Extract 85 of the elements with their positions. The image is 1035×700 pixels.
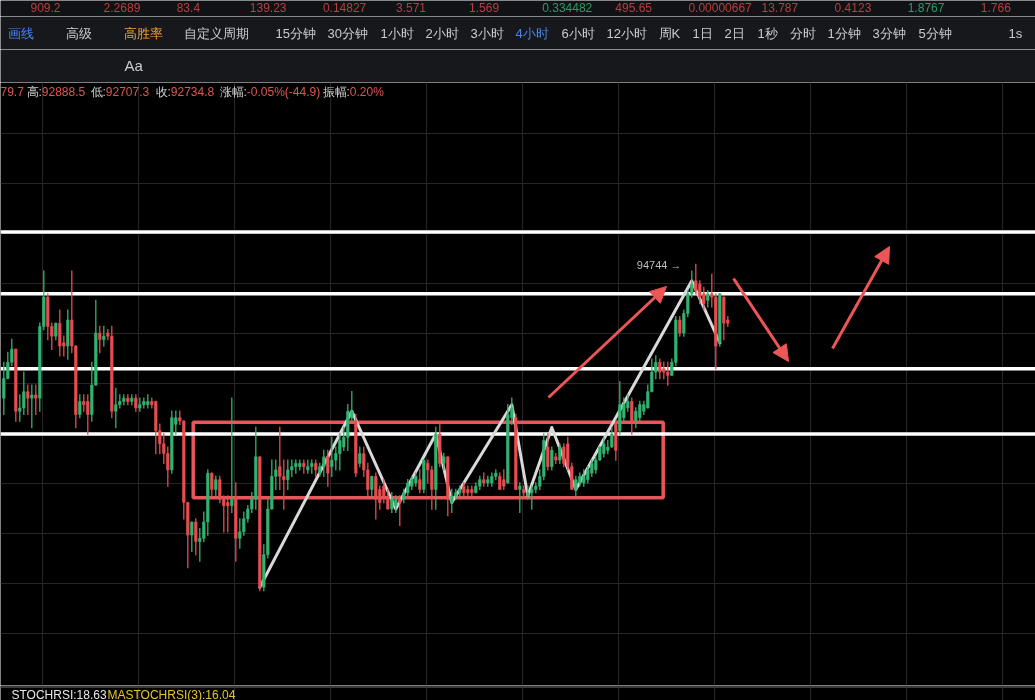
text: 高级 xyxy=(65,26,92,41)
candlestick xyxy=(286,459,290,491)
candlestick xyxy=(78,394,82,419)
candlestick xyxy=(530,485,534,510)
candlestick xyxy=(390,492,394,513)
candlestick xyxy=(574,475,578,497)
candlestick xyxy=(230,397,234,513)
candlestick xyxy=(678,316,682,337)
text: 0.334482 xyxy=(542,1,593,15)
candlestick xyxy=(34,384,38,416)
candlestick xyxy=(610,426,614,448)
text: 495.65 xyxy=(615,1,653,15)
text: 高:92888.5 xyxy=(26,84,86,99)
text: 1s xyxy=(1008,26,1023,41)
candlestick xyxy=(102,325,106,347)
text: 4小时 xyxy=(515,26,549,41)
candlestick xyxy=(358,446,362,468)
text: 高胜率 xyxy=(123,26,163,41)
text: 6小时 xyxy=(561,26,595,41)
candlestick xyxy=(418,469,422,494)
text: 2.2689 xyxy=(103,1,141,15)
text: 0.4123 xyxy=(834,1,872,15)
candlestick xyxy=(638,400,642,422)
candlestick xyxy=(370,475,374,497)
text: 1日 xyxy=(692,26,713,41)
text: 83.4 xyxy=(176,1,201,15)
candlestick xyxy=(30,384,34,429)
text: 1秒 xyxy=(757,26,778,41)
candlestick xyxy=(322,449,326,478)
text: Aa xyxy=(124,57,144,74)
text: 分时 xyxy=(789,26,816,41)
text: 30分钟 xyxy=(327,26,368,41)
text: 画线 xyxy=(7,26,34,41)
text: 3.571 xyxy=(396,1,427,15)
text: 1.8767 xyxy=(907,1,945,15)
candlestick xyxy=(518,482,522,513)
candlestick xyxy=(330,436,334,478)
candlestick xyxy=(98,325,102,354)
candlestick xyxy=(86,394,90,435)
text: 自定义周期 xyxy=(183,26,249,41)
candlestick xyxy=(22,371,26,416)
candlestick xyxy=(214,475,218,497)
text: 5分钟 xyxy=(918,26,952,41)
candlestick xyxy=(194,518,198,556)
candlestick xyxy=(550,446,554,471)
text: 1分钟 xyxy=(827,26,861,41)
text: 3小时 xyxy=(470,26,504,41)
candlestick xyxy=(114,387,118,429)
text: 3分钟 xyxy=(872,26,906,41)
candlestick xyxy=(658,358,662,380)
candlestick xyxy=(502,469,506,491)
candlestick xyxy=(702,286,706,311)
text: 0.14827 xyxy=(322,1,367,15)
text: STOCHRSI:18.63 xyxy=(11,687,107,700)
candlestick xyxy=(58,309,62,357)
text: 139.23 xyxy=(249,1,287,15)
text: 1.569 xyxy=(469,1,500,15)
text: 79.7 xyxy=(0,85,25,99)
text: 13.787 xyxy=(761,1,799,15)
text: 0.00000667 xyxy=(688,1,753,15)
text: 振幅:0.20% xyxy=(322,84,385,99)
candlestick xyxy=(2,361,6,416)
candlestick xyxy=(602,436,606,458)
annotation: 94744 → xyxy=(636,258,682,271)
candlestick xyxy=(166,446,170,487)
candlestick xyxy=(450,488,454,513)
candlestick xyxy=(558,443,562,465)
text: 2小时 xyxy=(425,26,459,41)
text: 涨幅:-0.05%(-44.9) xyxy=(219,84,321,99)
candlestick xyxy=(190,521,194,553)
text: 周K xyxy=(658,26,681,41)
text: 1.766 xyxy=(980,1,1012,15)
text: 909.2 xyxy=(30,1,61,15)
text: 收:92734.8 xyxy=(155,84,215,99)
text: 2日 xyxy=(724,26,745,41)
candlestick xyxy=(210,472,214,497)
text: 15分钟 xyxy=(275,26,316,41)
text: 12小时 xyxy=(606,26,647,41)
candlestick xyxy=(666,361,670,386)
text: 1小时 xyxy=(380,26,414,41)
candlestick xyxy=(562,443,566,468)
text: 低:92707.3 xyxy=(90,84,150,99)
candlestick xyxy=(26,384,30,416)
candlestick xyxy=(546,433,550,471)
candlestick xyxy=(326,449,330,487)
